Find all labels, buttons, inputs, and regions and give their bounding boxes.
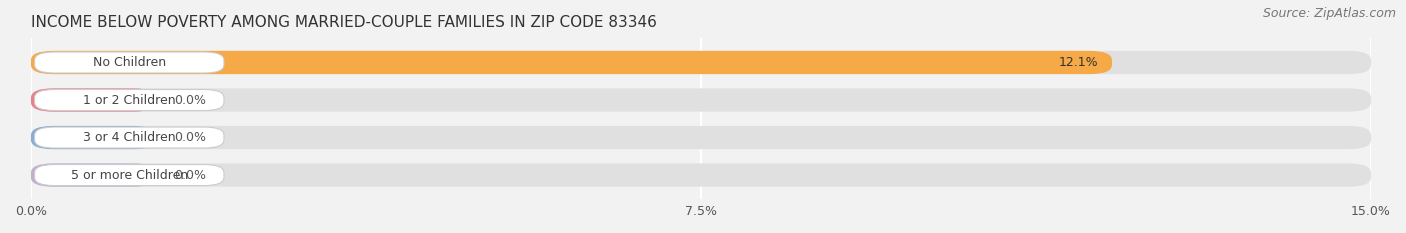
Text: 1 or 2 Children: 1 or 2 Children [83, 93, 176, 106]
FancyBboxPatch shape [31, 163, 156, 187]
Text: 0.0%: 0.0% [174, 131, 205, 144]
FancyBboxPatch shape [35, 127, 224, 148]
FancyBboxPatch shape [31, 126, 1371, 149]
FancyBboxPatch shape [31, 51, 1112, 74]
FancyBboxPatch shape [35, 89, 224, 110]
FancyBboxPatch shape [31, 163, 1371, 187]
FancyBboxPatch shape [31, 51, 1371, 74]
FancyBboxPatch shape [31, 126, 156, 149]
Text: Source: ZipAtlas.com: Source: ZipAtlas.com [1263, 7, 1396, 20]
FancyBboxPatch shape [31, 88, 156, 112]
Text: 3 or 4 Children: 3 or 4 Children [83, 131, 176, 144]
Text: INCOME BELOW POVERTY AMONG MARRIED-COUPLE FAMILIES IN ZIP CODE 83346: INCOME BELOW POVERTY AMONG MARRIED-COUPL… [31, 15, 657, 30]
Text: 0.0%: 0.0% [174, 93, 205, 106]
Text: 5 or more Children: 5 or more Children [70, 168, 188, 182]
FancyBboxPatch shape [35, 52, 224, 73]
FancyBboxPatch shape [31, 88, 1371, 112]
Text: No Children: No Children [93, 56, 166, 69]
FancyBboxPatch shape [35, 164, 224, 185]
Text: 0.0%: 0.0% [174, 168, 205, 182]
Text: 12.1%: 12.1% [1059, 56, 1098, 69]
